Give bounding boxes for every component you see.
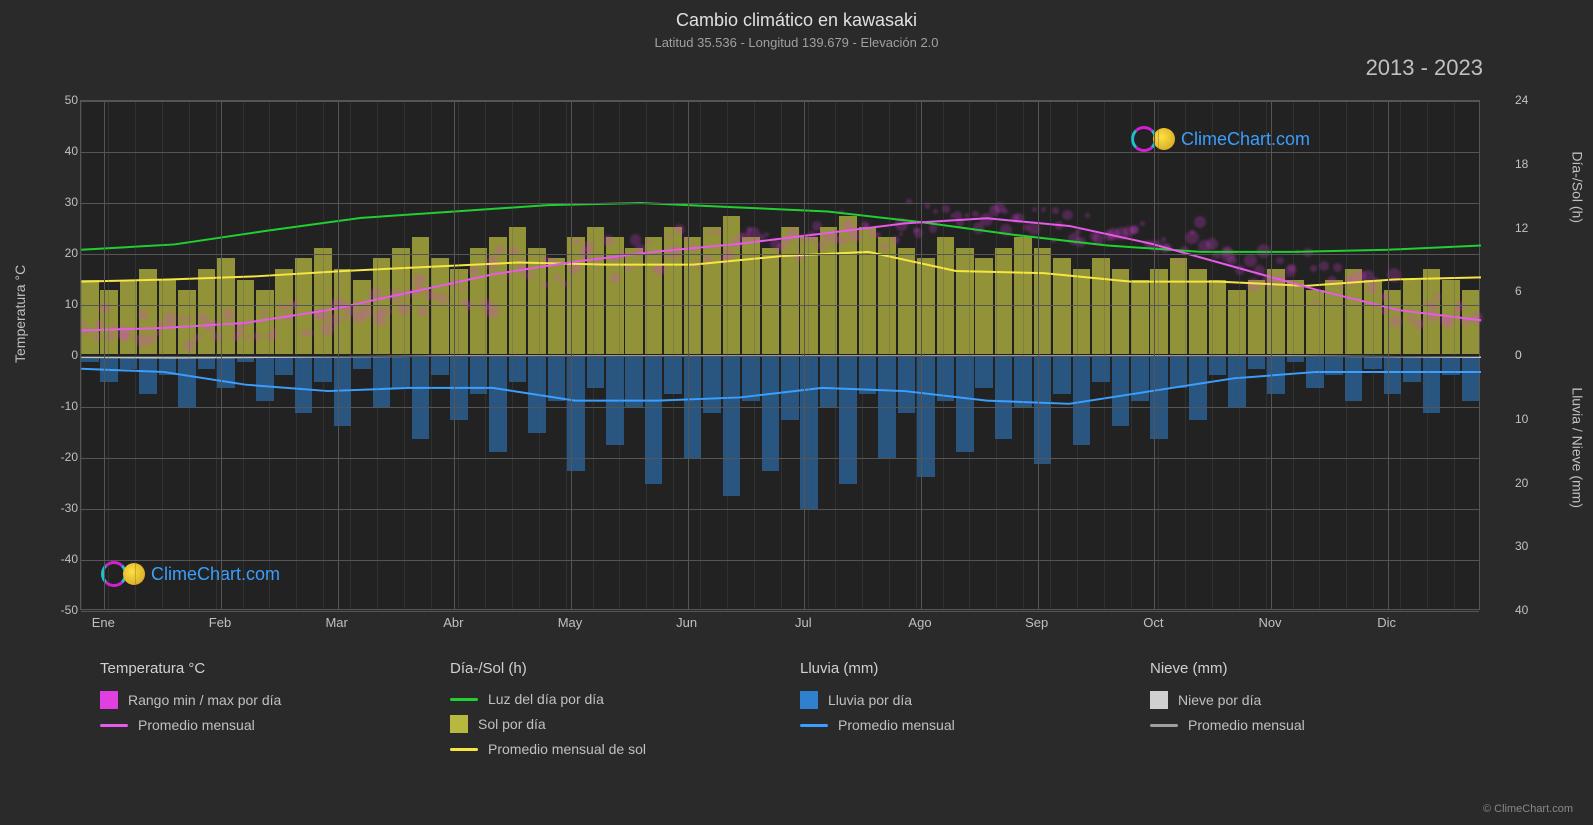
tick-right-top: 18 [1515,157,1543,171]
tick-left: 30 [50,195,78,209]
legend-item: Rango min / max por día [100,691,450,709]
tick-month: Jun [657,615,717,630]
chart-title: Cambio climático en kawasaki [0,10,1593,31]
legend-column: Lluvia (mm) Lluvia por día Promedio mensua… [800,660,1150,757]
tick-right-bot: 0 [1515,348,1543,362]
tick-left: -40 [50,552,78,566]
brand-text: ClimeChart.com [1181,129,1310,150]
legend-label: Promedio mensual [138,717,255,733]
tick-left: 50 [50,93,78,107]
legend-label: Promedio mensual [838,717,955,733]
legend-column: Nieve (mm) Nieve por día Promedio mensual [1150,660,1500,757]
legend-label: Luz del día por día [488,691,604,707]
legend: Temperatura °C Rango min / max por día Pro… [100,660,1500,757]
legend-swatch [100,724,128,727]
legend-head: Lluvia (mm) [800,660,1150,677]
legend-item: Promedio mensual [1150,717,1500,733]
tick-left: -20 [50,450,78,464]
copyright-text: © ClimeChart.com [1483,803,1573,815]
legend-item: Promedio mensual de sol [450,741,800,757]
legend-swatch [1150,724,1178,727]
tick-left: -30 [50,501,78,515]
legend-swatch [800,691,818,709]
legend-swatch [450,748,478,751]
plot-area: ClimeChart.com ClimeChart.com [80,100,1480,610]
chart-container: ClimeChart.com ClimeChart.com [80,70,1500,640]
legend-head: Temperatura °C [100,660,450,677]
tick-left: 0 [50,348,78,362]
legend-item: Promedio mensual [100,717,450,733]
tick-left: 40 [50,144,78,158]
y-axis-label-right-bot: Lluvia / Nieve (mm) [1570,387,1586,508]
legend-column: Temperatura °C Rango min / max por día Pro… [100,660,450,757]
tick-month: Sep [1007,615,1067,630]
legend-item: Sol por día [450,715,800,733]
legend-item: Luz del día por día [450,691,800,707]
tick-month: May [540,615,600,630]
tick-month: Oct [1123,615,1183,630]
tick-month: Nov [1240,615,1300,630]
legend-label: Sol por día [478,716,546,732]
tick-month: Feb [190,615,250,630]
logo-sun-icon [1153,128,1175,150]
y-axis-label-left: Temperatura °C [12,265,28,363]
legend-head: Día-/Sol (h) [450,660,800,677]
legend-head: Nieve (mm) [1150,660,1500,677]
legend-swatch [450,698,478,701]
legend-swatch [800,724,828,727]
tick-month: Ago [890,615,950,630]
chart-subtitle: Latitud 35.536 - Longitud 139.679 - Elev… [0,35,1593,50]
legend-swatch [100,691,118,709]
legend-label: Promedio mensual de sol [488,741,646,757]
tick-right-bot: 10 [1515,412,1543,426]
legend-swatch [1150,691,1168,709]
legend-item: Lluvia por día [800,691,1150,709]
tick-left: 10 [50,297,78,311]
tick-right-bot: 40 [1515,603,1543,617]
tick-right-bot: 30 [1515,539,1543,553]
tick-right-top: 6 [1515,284,1543,298]
y-axis-label-right-top: Día-/Sol (h) [1570,151,1586,223]
tick-right-bot: 20 [1515,476,1543,490]
tick-right-top: 24 [1515,93,1543,107]
legend-label: Promedio mensual [1188,717,1305,733]
tick-month: Jul [773,615,833,630]
tick-month: Ene [73,615,133,630]
legend-label: Rango min / max por día [128,692,281,708]
tick-month: Mar [307,615,367,630]
tick-left: -10 [50,399,78,413]
brand-logo-bottom: ClimeChart.com [101,561,280,587]
legend-swatch [450,715,468,733]
legend-label: Nieve por día [1178,692,1261,708]
legend-item: Promedio mensual [800,717,1150,733]
tick-right-top: 12 [1515,221,1543,235]
tick-left: 20 [50,246,78,260]
legend-item: Nieve por día [1150,691,1500,709]
legend-column: Día-/Sol (h) Luz del día por día Sol por d… [450,660,800,757]
tick-month: Abr [423,615,483,630]
tick-month: Dic [1357,615,1417,630]
legend-label: Lluvia por día [828,692,912,708]
